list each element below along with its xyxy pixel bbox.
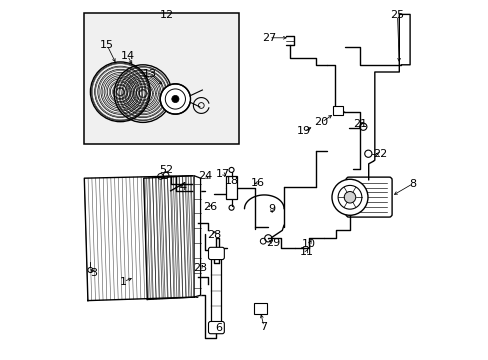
Text: 22: 22: [372, 149, 386, 159]
Text: 3: 3: [90, 268, 97, 278]
Text: 18: 18: [224, 176, 239, 186]
Text: 13: 13: [143, 69, 157, 79]
Bar: [84, 13, 239, 144]
Bar: [332, 106, 343, 115]
Text: 17: 17: [215, 168, 229, 179]
Text: 15: 15: [100, 40, 114, 50]
Text: 27: 27: [261, 33, 276, 43]
Text: 9: 9: [268, 204, 275, 214]
Text: 28: 28: [207, 230, 221, 240]
Text: 11: 11: [299, 247, 313, 257]
Text: 10: 10: [302, 239, 316, 249]
Circle shape: [171, 95, 179, 103]
Text: 19: 19: [296, 126, 310, 136]
Text: 4: 4: [179, 182, 186, 192]
Text: 16: 16: [250, 178, 264, 188]
Circle shape: [331, 179, 367, 215]
Text: 7: 7: [260, 321, 267, 332]
Bar: [226, 176, 236, 199]
Text: 8: 8: [408, 179, 416, 189]
Circle shape: [337, 185, 361, 209]
Text: 12: 12: [160, 10, 174, 20]
Text: 24: 24: [197, 171, 212, 181]
Text: 1: 1: [120, 276, 127, 287]
FancyBboxPatch shape: [346, 177, 391, 217]
Text: 52: 52: [160, 165, 173, 175]
Text: 21: 21: [352, 119, 366, 129]
Text: 20: 20: [314, 117, 328, 127]
FancyBboxPatch shape: [208, 321, 224, 334]
Polygon shape: [84, 176, 197, 301]
Circle shape: [344, 192, 355, 203]
Text: 14: 14: [120, 51, 134, 61]
Text: 29: 29: [266, 238, 280, 248]
Text: 26: 26: [203, 202, 217, 212]
Circle shape: [110, 76, 146, 112]
FancyBboxPatch shape: [208, 247, 224, 260]
Bar: [211, 256, 221, 326]
Text: 23: 23: [193, 263, 207, 273]
Circle shape: [160, 84, 190, 114]
Bar: [254, 303, 266, 314]
Text: 6: 6: [215, 323, 222, 333]
Text: 25: 25: [389, 10, 404, 20]
Polygon shape: [194, 176, 200, 297]
